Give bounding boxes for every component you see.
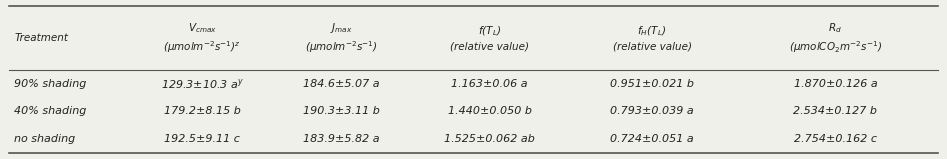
- Text: 183.9±5.82 a: 183.9±5.82 a: [303, 134, 380, 144]
- Text: 1.163±0.06 a: 1.163±0.06 a: [452, 79, 528, 89]
- Text: J$_{max}$
(μmolm$^{-2}$s$^{-1}$): J$_{max}$ (μmolm$^{-2}$s$^{-1}$): [305, 21, 378, 55]
- Text: 40% shading: 40% shading: [14, 106, 86, 116]
- Text: Treatment: Treatment: [14, 33, 68, 43]
- Text: 184.6±5.07 a: 184.6±5.07 a: [303, 79, 380, 89]
- Text: R$_{d}$
(μmolCO$_{2}$m$^{-2}$s$^{-1}$): R$_{d}$ (μmolCO$_{2}$m$^{-2}$s$^{-1}$): [789, 21, 882, 55]
- Text: V$_{cmax}$
(μmolm$^{-2}$s$^{-1}$)$^{z}$: V$_{cmax}$ (μmolm$^{-2}$s$^{-1}$)$^{z}$: [163, 21, 241, 55]
- Text: 179.2±8.15 b: 179.2±8.15 b: [164, 106, 241, 116]
- Text: 0.951±0.021 b: 0.951±0.021 b: [610, 79, 694, 89]
- Text: f$_{H}$(T$_{L}$)
(relative value): f$_{H}$(T$_{L}$) (relative value): [613, 25, 691, 52]
- Text: 192.5±9.11 c: 192.5±9.11 c: [164, 134, 240, 144]
- Text: 0.793±0.039 a: 0.793±0.039 a: [610, 106, 694, 116]
- Text: 129.3±10.3 a$^{y}$: 129.3±10.3 a$^{y}$: [160, 77, 243, 91]
- Text: 1.525±0.062 ab: 1.525±0.062 ab: [444, 134, 535, 144]
- Text: 2.534±0.127 b: 2.534±0.127 b: [794, 106, 878, 116]
- Text: 0.724±0.051 a: 0.724±0.051 a: [610, 134, 694, 144]
- Text: f(T$_{L}$)
(relative value): f(T$_{L}$) (relative value): [450, 25, 529, 52]
- Text: 1.870±0.126 a: 1.870±0.126 a: [794, 79, 877, 89]
- Text: 90% shading: 90% shading: [14, 79, 86, 89]
- Text: 1.440±0.050 b: 1.440±0.050 b: [448, 106, 532, 116]
- Text: no shading: no shading: [14, 134, 76, 144]
- Text: 2.754±0.162 c: 2.754±0.162 c: [794, 134, 877, 144]
- Text: 190.3±3.11 b: 190.3±3.11 b: [303, 106, 380, 116]
